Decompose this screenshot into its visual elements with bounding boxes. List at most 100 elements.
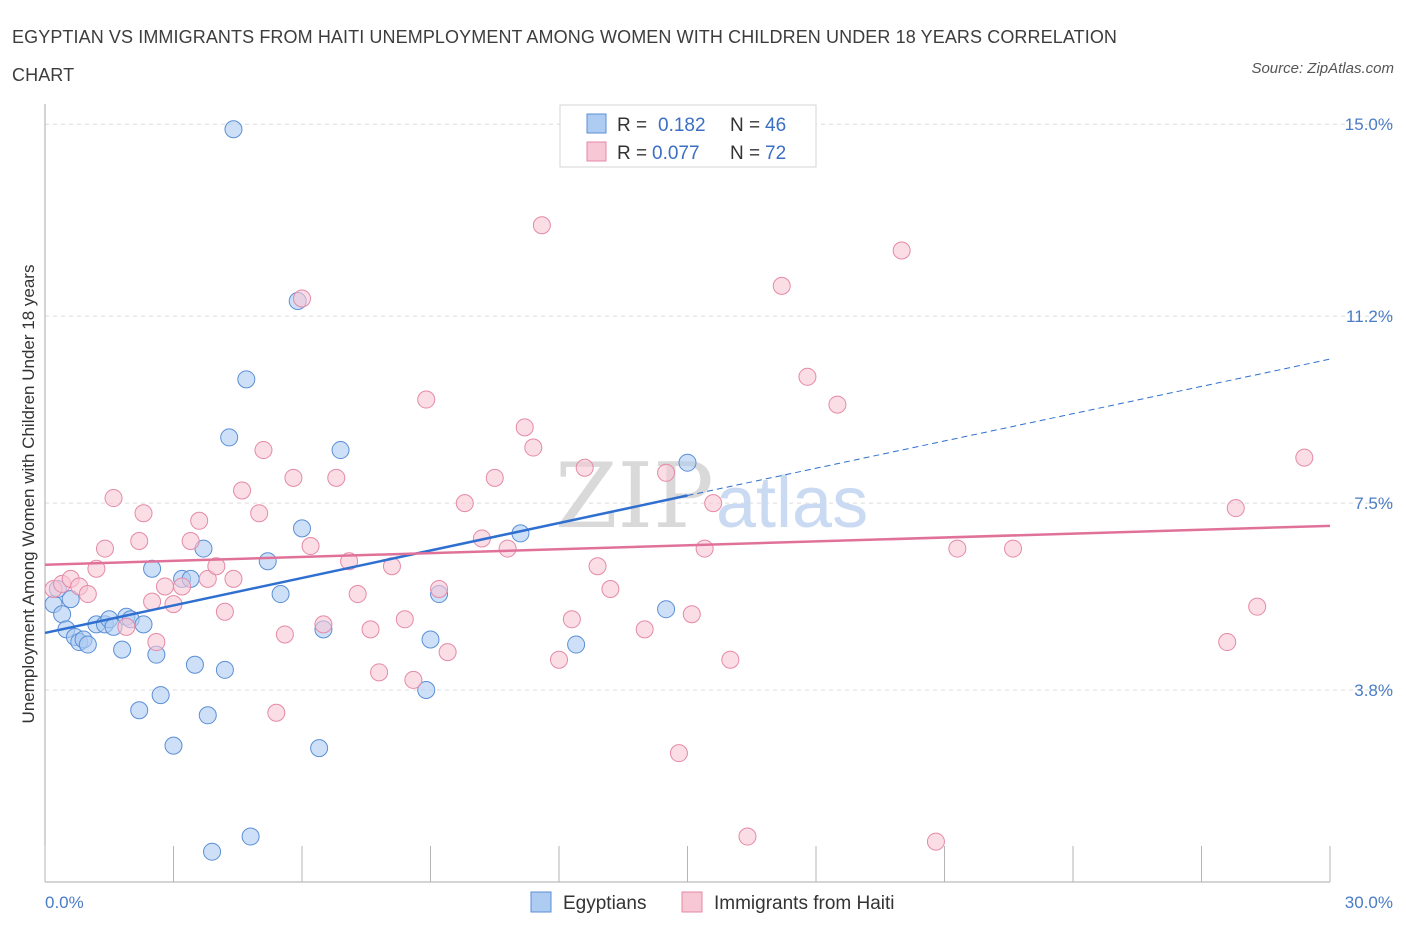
legend-r-value-2: 0.077: [652, 143, 700, 164]
egyptians-point-40: [417, 681, 436, 700]
haiti-point-22: [233, 481, 252, 500]
x-tick-label-max: 30.0%: [1345, 893, 1393, 912]
egyptians-point-24: [185, 655, 204, 674]
haiti-point-27: [284, 468, 303, 487]
haiti-point-34: [361, 620, 380, 639]
haiti-point-66: [926, 832, 945, 851]
egyptians-point-33: [258, 552, 277, 571]
egyptians-point-31: [237, 370, 256, 389]
haiti-point-7: [104, 489, 123, 508]
haiti-point-21: [224, 569, 243, 588]
haiti-point-58: [695, 539, 714, 558]
haiti-point-32: [340, 552, 359, 571]
chart-title: EGYPTIAN VS IMMIGRANTS FROM HAITI UNEMPL…: [12, 27, 1118, 85]
legend-r-label-1: R =: [617, 115, 647, 136]
haiti-point-29: [301, 537, 320, 556]
egyptians-point-41: [421, 630, 440, 649]
haiti-point-57: [682, 605, 701, 624]
bottom-legend-swatch-egyptians: [530, 891, 552, 913]
haiti-point-23: [250, 504, 269, 523]
haiti-point-40: [430, 579, 449, 598]
haiti-point-63: [798, 367, 817, 386]
haiti-point-6: [95, 539, 114, 558]
haiti-point-13: [155, 577, 174, 596]
haiti-point-30: [314, 615, 333, 634]
egyptians-point-20: [151, 686, 170, 705]
bottom-legend-swatch-haiti: [681, 891, 703, 913]
axes: [44, 104, 1331, 883]
egyptians-point-17: [134, 615, 153, 634]
egyptians-point-29: [220, 428, 239, 447]
egyptians-trend-line: [44, 494, 688, 635]
legend-n-value-2: 72: [765, 143, 786, 164]
haiti-point-52: [588, 557, 607, 576]
haiti-point-61: [738, 827, 757, 846]
egyptians-point-27: [203, 842, 222, 861]
y-tick-label-3: 15.0%: [1345, 115, 1393, 134]
haiti-point-60: [721, 650, 740, 669]
egyptians-point-8: [78, 635, 97, 654]
haiti-point-24: [254, 441, 273, 460]
source-note: Source: ZipAtlas.com: [1251, 60, 1394, 77]
egyptians-point-16: [130, 701, 149, 720]
haiti-point-55: [657, 463, 676, 482]
egyptians-point-39: [331, 441, 350, 460]
haiti-point-18: [198, 569, 217, 588]
haiti-point-53: [601, 579, 620, 598]
legend-swatch-egyptians: [586, 113, 607, 134]
y-tick-label-1: 7.5%: [1354, 494, 1393, 513]
haiti-point-46: [515, 418, 534, 437]
haiti-point-19: [207, 557, 226, 576]
legend-swatch-haiti: [586, 141, 607, 162]
legend-n-label-1: N =: [730, 115, 760, 136]
haiti-point-49: [550, 650, 568, 669]
egyptians-point-26: [198, 706, 217, 725]
haiti-point-72: [1295, 448, 1314, 467]
egyptians-point-37: [310, 739, 329, 758]
haiti-point-54: [635, 620, 654, 639]
haiti-point-68: [1004, 539, 1023, 558]
tick-labels: 3.8% 7.5% 11.2% 15.0% 0.0% 30.0%: [45, 115, 1393, 912]
egyptians-point-28: [215, 660, 234, 679]
watermark-atlas: atlas: [716, 463, 868, 543]
haiti-point-50: [562, 610, 581, 629]
haiti-point-48: [532, 216, 551, 235]
haiti-point-9: [130, 531, 149, 550]
haiti-point-65: [892, 241, 911, 260]
egyptians-point-13: [113, 640, 132, 659]
egyptians-point-34: [271, 585, 290, 604]
haiti-point-44: [485, 468, 504, 487]
egyptians-point-32: [241, 827, 260, 846]
haiti-point-42: [455, 494, 474, 513]
egyptians-point-30: [224, 120, 243, 139]
bottom-legend-egyptians: Egyptians: [563, 893, 646, 914]
haiti-point-47: [524, 438, 543, 457]
haiti-point-38: [404, 670, 423, 689]
haiti-point-39: [417, 390, 436, 409]
egyptians-point-4: [61, 590, 80, 609]
haiti-point-28: [293, 289, 311, 308]
grid-lines: [45, 123, 1393, 691]
egyptians-point-46: [678, 453, 697, 472]
egyptians-point-36: [293, 519, 311, 538]
legend-n-value-1: 46: [765, 115, 786, 136]
haiti-point-70: [1226, 499, 1245, 518]
haiti-point-37: [395, 610, 414, 629]
haiti-point-51: [575, 458, 594, 477]
egyptians-point-45: [657, 600, 676, 619]
haiti-point-25: [267, 703, 286, 722]
egyptians-point-44: [567, 635, 586, 654]
haiti-point-41: [438, 643, 457, 662]
trend-lines: [44, 358, 1331, 635]
haiti-point-67: [948, 539, 967, 558]
haiti-point-26: [275, 625, 294, 644]
haiti-point-59: [704, 494, 723, 513]
haiti-point-56: [669, 744, 688, 763]
legend-r-value-1: 0.182: [658, 115, 706, 136]
haiti-point-12: [147, 633, 166, 652]
haiti-point-17: [190, 511, 209, 530]
series-legend: Egyptians Immigrants from Haiti: [530, 891, 895, 914]
haiti-point-33: [348, 585, 367, 604]
haiti-point-15: [173, 577, 192, 596]
